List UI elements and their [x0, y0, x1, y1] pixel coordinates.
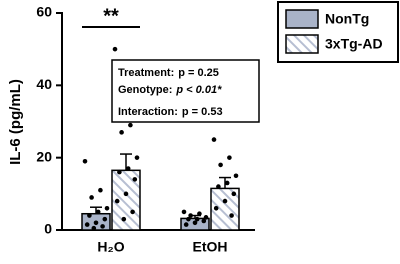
data-point: [128, 122, 133, 128]
data-point: [224, 180, 230, 186]
data-point: [112, 46, 118, 52]
stats-box: [111, 59, 260, 123]
data-point: [186, 216, 191, 222]
legend-label: NonTg: [325, 11, 369, 27]
y-tick-label: 60: [36, 4, 52, 20]
data-point: [201, 218, 207, 224]
y-tick-label: 40: [36, 76, 52, 92]
legend-swatch: [285, 9, 319, 29]
data-point: [87, 213, 92, 218]
data-point: [98, 187, 103, 193]
data-point: [222, 198, 228, 204]
data-point: [91, 225, 97, 231]
data-point: [84, 222, 90, 227]
stat-value: p < 0.01*: [175, 84, 222, 96]
data-point: [132, 177, 138, 182]
stat-line: Treatment: p = 0.25: [118, 67, 219, 79]
data-point: [231, 191, 237, 197]
stat-value: p = 0.25: [178, 67, 219, 79]
data-point: [218, 162, 223, 168]
data-point: [197, 211, 202, 217]
data-point: [233, 173, 239, 179]
y-tick-label: 0: [44, 221, 52, 237]
data-point: [229, 213, 234, 218]
data-point: [95, 209, 101, 215]
data-point: [188, 213, 193, 218]
x-tick-label: H₂O: [97, 239, 124, 255]
legend-swatch: [285, 34, 319, 54]
data-point: [117, 169, 122, 175]
data-point: [130, 209, 135, 215]
data-point: [123, 191, 129, 197]
data-point: [203, 215, 209, 220]
data-point: [89, 195, 94, 200]
data-point: [82, 158, 88, 164]
data-point: [100, 224, 105, 229]
data-point: [93, 220, 99, 226]
data-point: [134, 155, 140, 160]
stat-label: Genotype:: [118, 84, 172, 96]
stat-label: Treatment:: [118, 67, 174, 79]
y-tick-label: 20: [36, 148, 52, 164]
data-point: [181, 209, 187, 215]
data-point: [125, 166, 131, 171]
data-point: [227, 155, 232, 160]
data-point: [211, 137, 217, 142]
data-point: [183, 222, 189, 227]
significance-label: **: [103, 5, 119, 27]
stat-line: Interaction: p = 0.53: [118, 106, 223, 118]
x-tick-label: EtOH: [193, 239, 228, 255]
data-point: [114, 198, 120, 204]
data-point: [194, 216, 200, 222]
data-point: [213, 206, 219, 211]
data-point: [119, 130, 124, 135]
data-point: [216, 184, 221, 189]
data-point: [104, 206, 110, 211]
stat-value: p = 0.53: [182, 106, 223, 118]
legend-label: 3xTg-AD: [325, 36, 383, 52]
data-point: [121, 216, 127, 222]
data-point: [192, 220, 198, 226]
stat-line: Genotype: p < 0.01*: [118, 84, 222, 96]
y-axis-label: IL-6 (pg/mL): [7, 79, 24, 165]
stat-label: Interaction:: [118, 106, 178, 118]
data-point: [102, 216, 108, 222]
